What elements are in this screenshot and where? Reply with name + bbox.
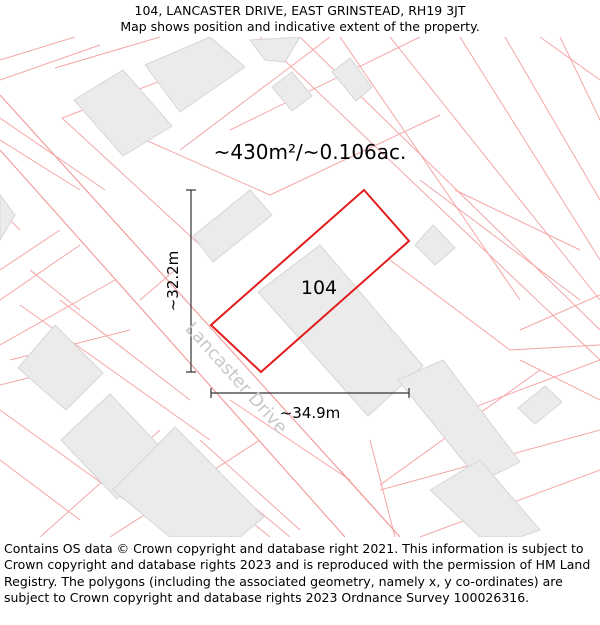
building-footprints [0, 37, 563, 537]
map-header: 104, LANCASTER DRIVE, EAST GRINSTEAD, RH… [0, 0, 600, 37]
road-lancaster-drive [0, 94, 401, 537]
property-address: 104, LANCASTER DRIVE, EAST GRINSTEAD, RH… [134, 3, 466, 18]
property-boundary[interactable] [209, 188, 411, 374]
dimension-horizontal [210, 388, 410, 398]
plot-number-label: 104 [301, 277, 337, 299]
map-subtitle: Map shows position and indicative extent… [120, 19, 480, 34]
area-label: ~430m²/~0.106ac. [214, 140, 407, 164]
map-panel[interactable]: Lancaster Drive ~430m²/~0.106ac. 104 ~32… [0, 37, 600, 537]
map-canvas[interactable]: Lancaster Drive ~430m²/~0.106ac. 104 ~32… [0, 37, 600, 537]
copyright-attribution: Contains OS data © Crown copyright and d… [4, 541, 591, 606]
road-label: Lancaster Drive [181, 319, 292, 439]
width-dimension-label: ~34.9m [280, 404, 341, 422]
height-dimension-label: ~32.2m [164, 251, 182, 312]
dimension-vertical [186, 189, 196, 373]
